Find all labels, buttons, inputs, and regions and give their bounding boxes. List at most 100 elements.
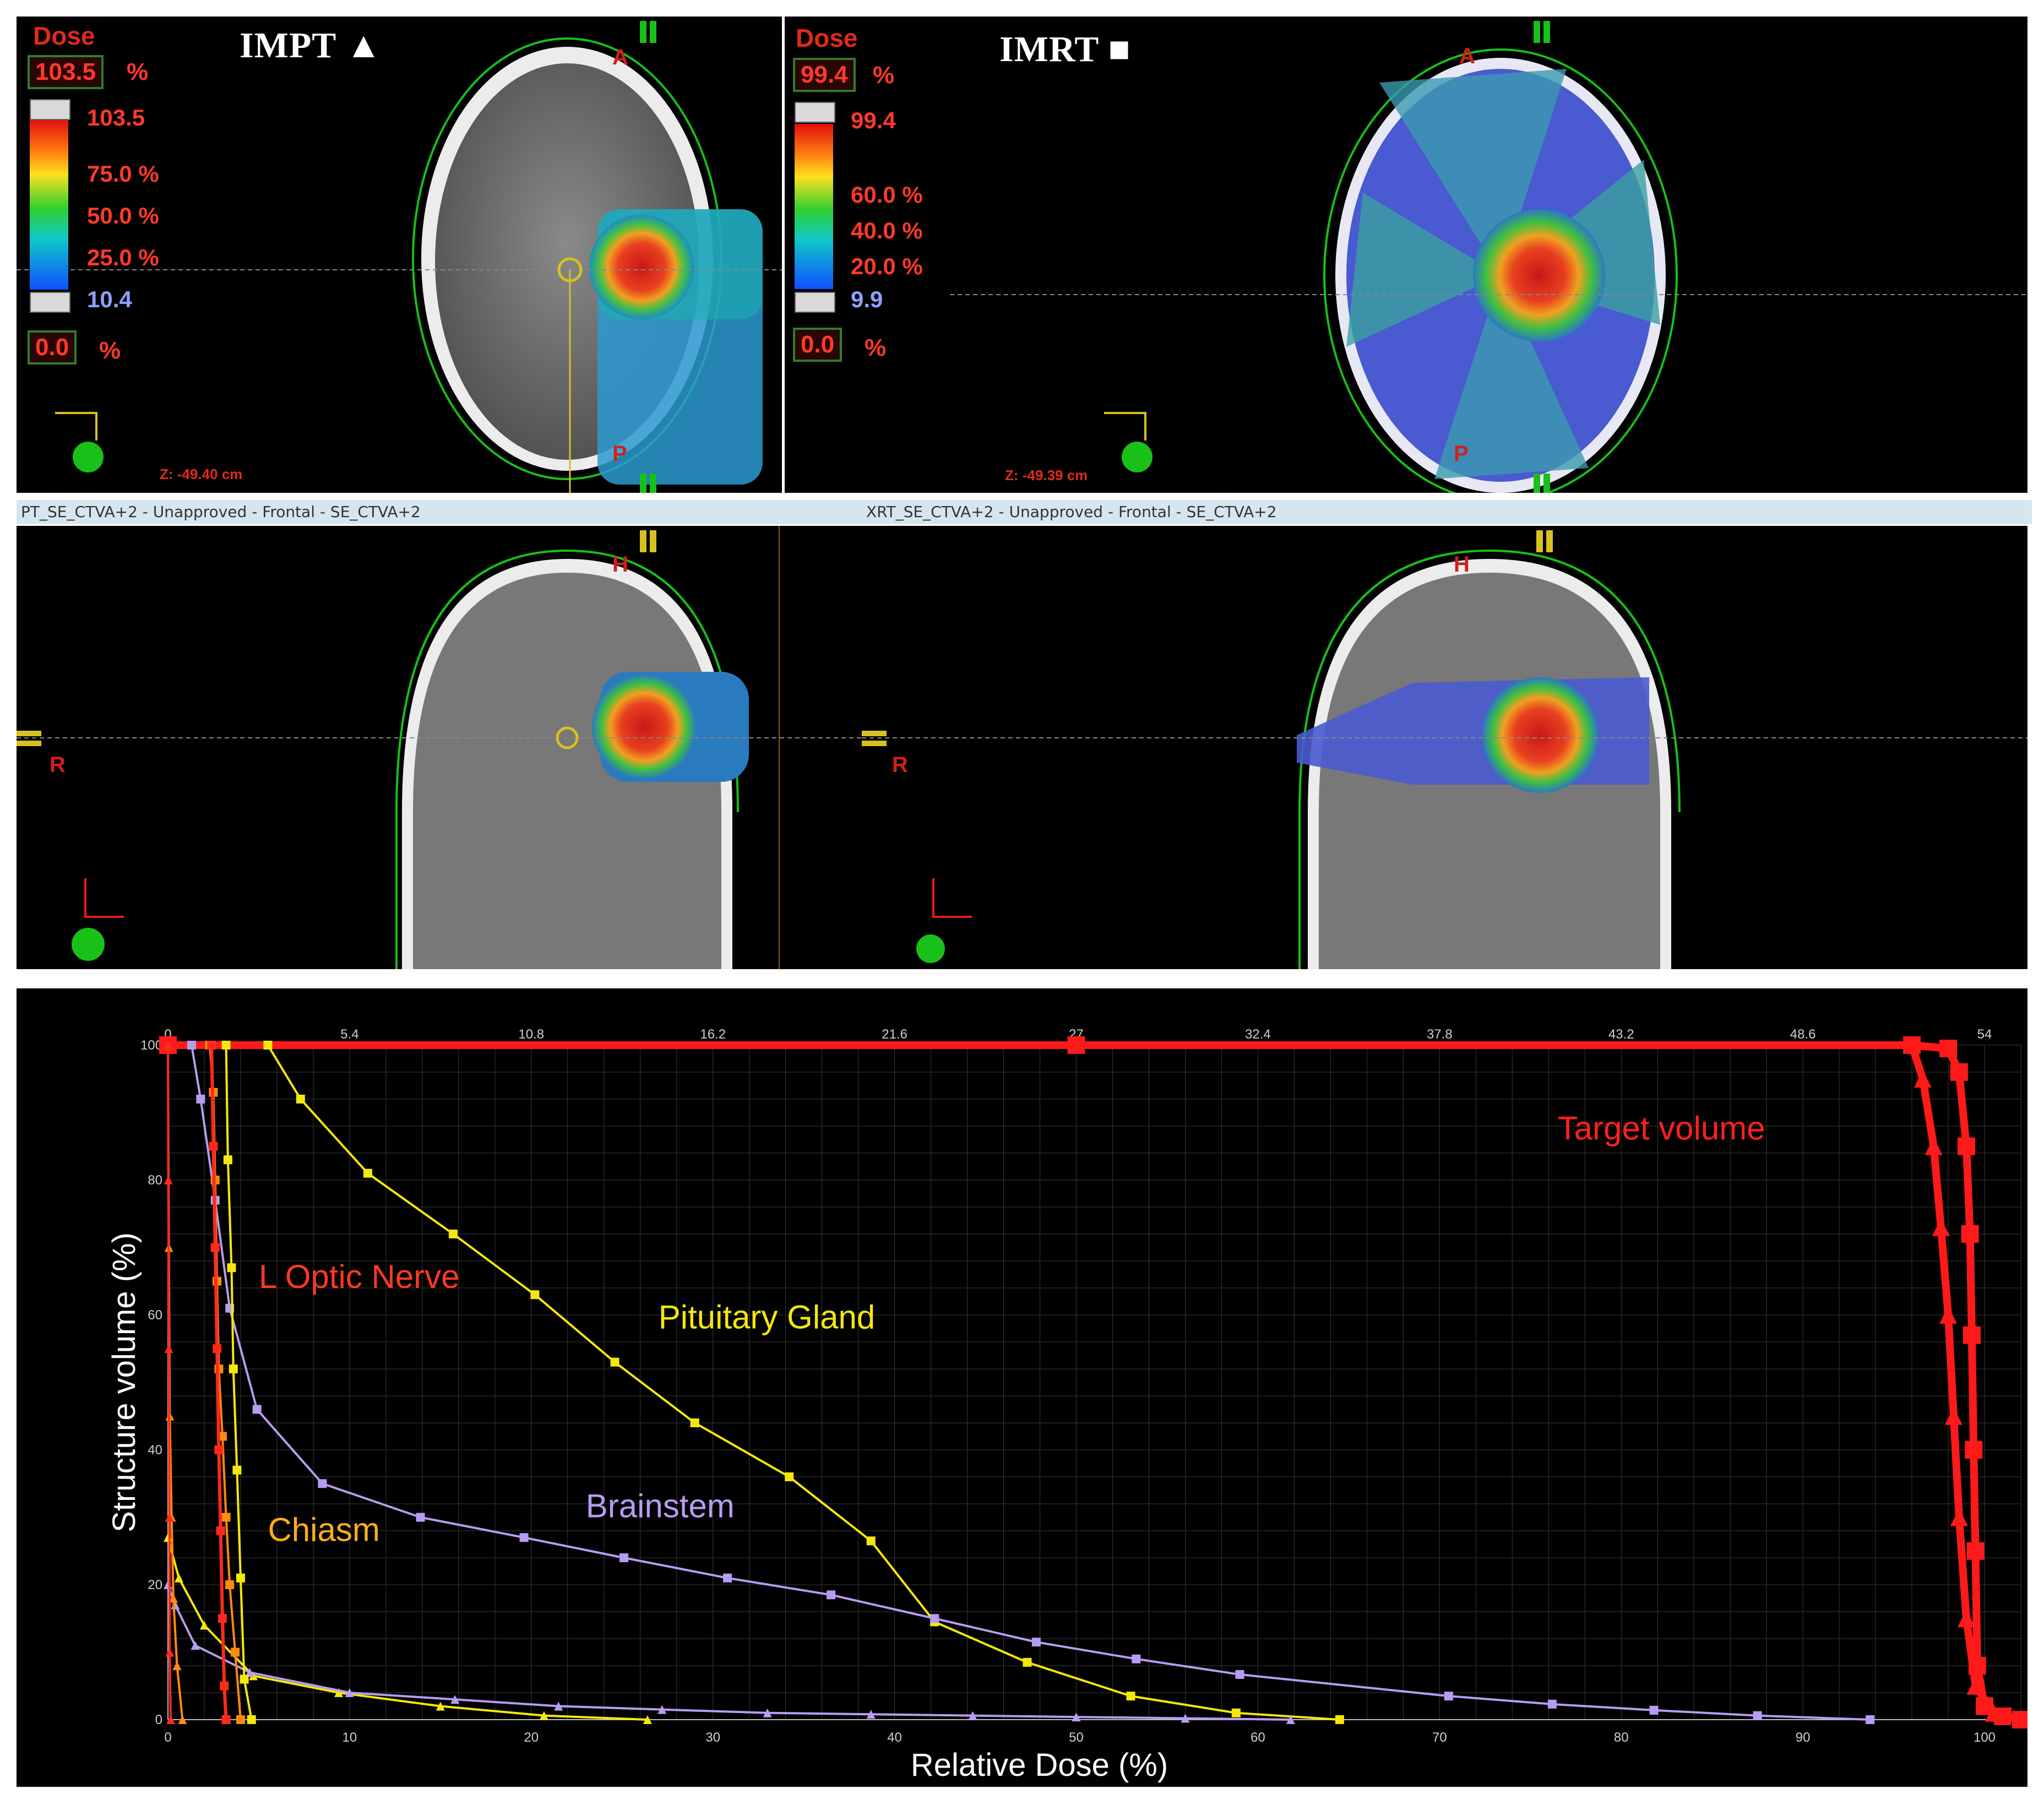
dvh-point-triangle bbox=[164, 1344, 173, 1353]
imrt-scale-down-button[interactable] bbox=[795, 292, 835, 313]
imrt-max-dose-box[interactable]: 99.4 bbox=[793, 58, 856, 92]
y-tick-label: 20 bbox=[148, 1578, 162, 1592]
y-tick-label: 0 bbox=[155, 1712, 162, 1727]
dvh-point-square bbox=[221, 1041, 231, 1050]
dvh-point-triangle bbox=[1072, 1712, 1081, 1722]
dvh-point-square bbox=[448, 1230, 458, 1238]
dvh-point-square bbox=[236, 1573, 245, 1583]
x-tick-label: 30 bbox=[705, 1730, 720, 1745]
x-tick-label: 40 bbox=[887, 1730, 902, 1745]
impt-zero-box[interactable]: 0.0 bbox=[28, 330, 77, 365]
impt-scale-up-button[interactable] bbox=[30, 99, 70, 120]
dvh-point-triangle bbox=[1286, 1715, 1295, 1724]
dvh-point-square bbox=[225, 1580, 235, 1589]
dvh-point-square bbox=[1335, 1715, 1344, 1724]
dvh-point-triangle bbox=[1939, 1306, 1958, 1324]
ct-panel-imrt-axial: IMRT ■ Dose 99.4 % 99.4 60.0 % 40.0 % 20… bbox=[785, 17, 2027, 493]
dvh-point-square bbox=[690, 1418, 699, 1427]
dvh-point-square bbox=[247, 1715, 256, 1724]
dvh-point-triangle bbox=[245, 1668, 254, 1677]
top-tick-label: 10.8 bbox=[518, 1027, 544, 1042]
top-tick-label: 16.2 bbox=[700, 1027, 726, 1042]
top-tick-label: 5.4 bbox=[340, 1027, 358, 1042]
impt-zero-pct-sign: % bbox=[99, 337, 121, 364]
dvh-point-triangle bbox=[539, 1711, 548, 1720]
dvh-point-triangle bbox=[1932, 1218, 1950, 1236]
dvh-point-triangle bbox=[164, 1041, 172, 1050]
dvh-point-square bbox=[252, 1405, 262, 1414]
dvh-point-triangle bbox=[763, 1708, 772, 1717]
x-tick-label: 20 bbox=[524, 1730, 539, 1745]
imrt-max-pct-sign: % bbox=[873, 62, 895, 89]
imrt-coronal-right: R bbox=[892, 753, 908, 777]
dvh-point-square bbox=[1958, 1137, 1976, 1155]
dvh-point-triangle bbox=[643, 1715, 652, 1724]
impt-z-readout: Z: -49.40 cm bbox=[160, 466, 243, 482]
dvh-point-triangle bbox=[164, 1176, 173, 1184]
impt-scale-down-button[interactable] bbox=[30, 292, 70, 313]
ct-panel-impt-axial: IMPT ▲ Dose 103.5 % 103.5 75.0 % 50.0 % … bbox=[17, 17, 782, 493]
dvh-point-triangle bbox=[436, 1701, 445, 1711]
dvh-point-triangle bbox=[172, 1661, 182, 1670]
dvh-point-square bbox=[221, 1513, 231, 1522]
dvh-point-square bbox=[530, 1290, 540, 1300]
impt-axial-anterior: A bbox=[612, 45, 628, 69]
dvh-point-triangle bbox=[1950, 1508, 1968, 1526]
series-annotation: Brainstem bbox=[586, 1488, 735, 1525]
dvh-point-square bbox=[187, 1041, 196, 1050]
dvh-point-triangle bbox=[1985, 1704, 2003, 1722]
y-tick-label: 40 bbox=[148, 1443, 162, 1458]
dvh-point-square bbox=[610, 1357, 619, 1367]
dvh-point-square bbox=[318, 1479, 327, 1488]
top-tick-label: 37.8 bbox=[1427, 1027, 1453, 1042]
tab-imrt-frontal[interactable]: XRT_SE_CTVA+2 - Unapproved - Frontal - S… bbox=[862, 500, 2032, 524]
dvh-line-10 bbox=[167, 1044, 172, 1721]
dvh-point-square bbox=[263, 1041, 273, 1050]
imrt-coronal-head: H bbox=[1454, 552, 1470, 577]
dvh-point-square bbox=[1753, 1711, 1762, 1720]
dvh-line-5 bbox=[167, 1584, 1292, 1721]
dvh-point-square bbox=[1235, 1670, 1244, 1679]
dvh-point-square bbox=[866, 1536, 876, 1546]
dvh-point-triangle bbox=[968, 1711, 977, 1720]
imrt-scale-min: 9.9 bbox=[851, 286, 883, 312]
x-tick-label: 60 bbox=[1251, 1730, 1265, 1745]
imrt-scale-label-1: 99.4 bbox=[851, 107, 896, 133]
dvh-point-square bbox=[196, 1095, 205, 1103]
top-tick-label: 21.6 bbox=[882, 1027, 907, 1042]
impt-max-dose-box[interactable]: 103.5 bbox=[28, 55, 104, 89]
dvh-point-square bbox=[1939, 1040, 1958, 1058]
dvh-point-triangle bbox=[165, 1513, 174, 1522]
dvh-point-square bbox=[1961, 1225, 1979, 1243]
impt-max-pct-sign: % bbox=[127, 58, 149, 85]
dvh-point-square bbox=[229, 1364, 238, 1373]
imrt-zero-box[interactable]: 0.0 bbox=[793, 328, 842, 362]
imrt-scale-label-4: 20.0 % bbox=[851, 253, 923, 279]
tab-impt-frontal[interactable]: PT_SE_CTVA+2 - Unapproved - Frontal - SE… bbox=[17, 500, 866, 524]
impt-scale-label-1: 103.5 bbox=[87, 105, 145, 131]
series-annotation: Target volume bbox=[1558, 1110, 1765, 1147]
dvh-point-square bbox=[363, 1168, 372, 1178]
top-tick-label: 32.4 bbox=[1245, 1027, 1271, 1042]
impt-coronal-view bbox=[17, 526, 862, 969]
dvh-point-square bbox=[218, 1614, 227, 1623]
x-tick-label: 100 bbox=[1974, 1730, 1996, 1745]
dvh-point-square bbox=[519, 1533, 529, 1542]
y-tick-label: 60 bbox=[148, 1308, 162, 1323]
dvh-point-triangle bbox=[166, 1715, 175, 1724]
dvh-point-square bbox=[296, 1095, 305, 1103]
imrt-zero-pct-sign: % bbox=[865, 334, 887, 361]
imrt-scale-label-2: 60.0 % bbox=[851, 182, 923, 208]
impt-scale-label-2: 75.0 % bbox=[87, 161, 159, 187]
dvh-point-square bbox=[1231, 1708, 1241, 1717]
dvh-point-square bbox=[209, 1141, 218, 1151]
dvh-point-square bbox=[1126, 1692, 1135, 1701]
imrt-scale-up-button[interactable] bbox=[795, 102, 835, 123]
imrt-method-label: IMRT ■ bbox=[999, 29, 1131, 69]
dvh-point-square bbox=[213, 1344, 222, 1353]
imrt-dose-colorbar bbox=[795, 124, 833, 289]
impt-coronal-head: H bbox=[612, 552, 628, 577]
dvh-point-triangle bbox=[1944, 1407, 1963, 1425]
dvh-point-triangle bbox=[1925, 1137, 1943, 1155]
